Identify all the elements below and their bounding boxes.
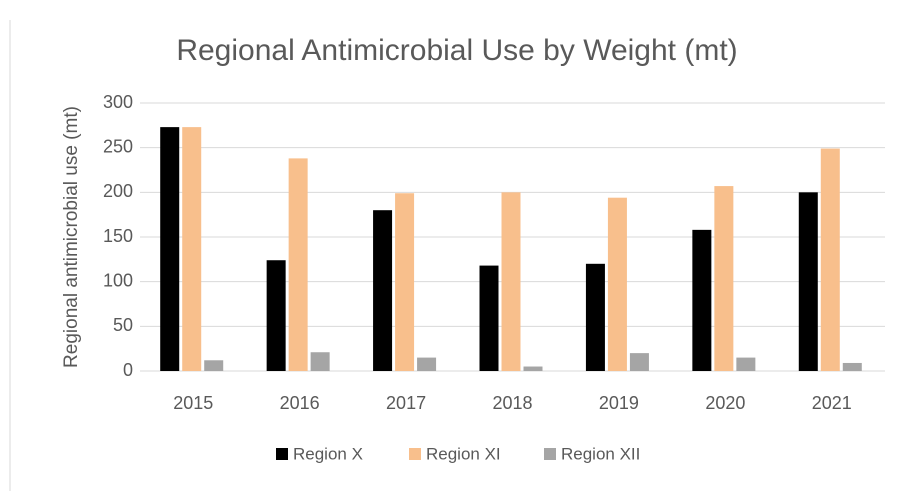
y-axis-label: Regional antimicrobial use (mt): [61, 106, 82, 368]
legend-label: Region XI: [426, 444, 501, 463]
legend-swatch: [544, 448, 556, 460]
y-tick-label: 0: [123, 360, 133, 380]
bar: [310, 352, 330, 371]
bar: [479, 265, 499, 371]
x-tick-label: 2017: [386, 393, 426, 413]
y-tick-label: 300: [103, 92, 133, 112]
y-tick-label: 100: [103, 270, 133, 290]
legend-swatch: [276, 448, 288, 460]
bar: [204, 360, 224, 371]
bar: [585, 263, 605, 371]
legend-swatch: [409, 448, 421, 460]
bar: [417, 357, 437, 371]
bar: [373, 210, 393, 371]
bar: [607, 197, 627, 371]
x-tick-label: 2021: [812, 393, 852, 413]
x-tick-label: 2018: [492, 393, 532, 413]
legend-label: Region XII: [561, 444, 640, 463]
y-tick-label: 250: [103, 136, 133, 156]
bar: [798, 192, 818, 371]
bar: [182, 127, 202, 372]
bar: [692, 229, 712, 371]
x-tick-label: 2019: [599, 393, 639, 413]
bar: [736, 357, 756, 371]
x-tick-label: 2020: [705, 393, 745, 413]
bar: [842, 362, 862, 371]
bar: [160, 127, 180, 372]
y-tick-label: 200: [103, 181, 133, 201]
x-tick-label: 2016: [280, 393, 320, 413]
bar: [629, 353, 649, 371]
chart-title: Regional Antimicrobial Use by Weight (mt…: [176, 34, 737, 67]
y-tick-label: 50: [113, 315, 133, 335]
bar: [266, 260, 286, 371]
bar: [714, 186, 734, 371]
y-tick-label: 150: [103, 226, 133, 246]
x-tick-label: 2015: [173, 393, 213, 413]
bar: [523, 366, 543, 371]
bar: [820, 148, 840, 371]
legend-label: Region X: [293, 444, 363, 463]
bar: [501, 192, 521, 371]
bar: [395, 193, 415, 371]
bar: [288, 158, 308, 371]
